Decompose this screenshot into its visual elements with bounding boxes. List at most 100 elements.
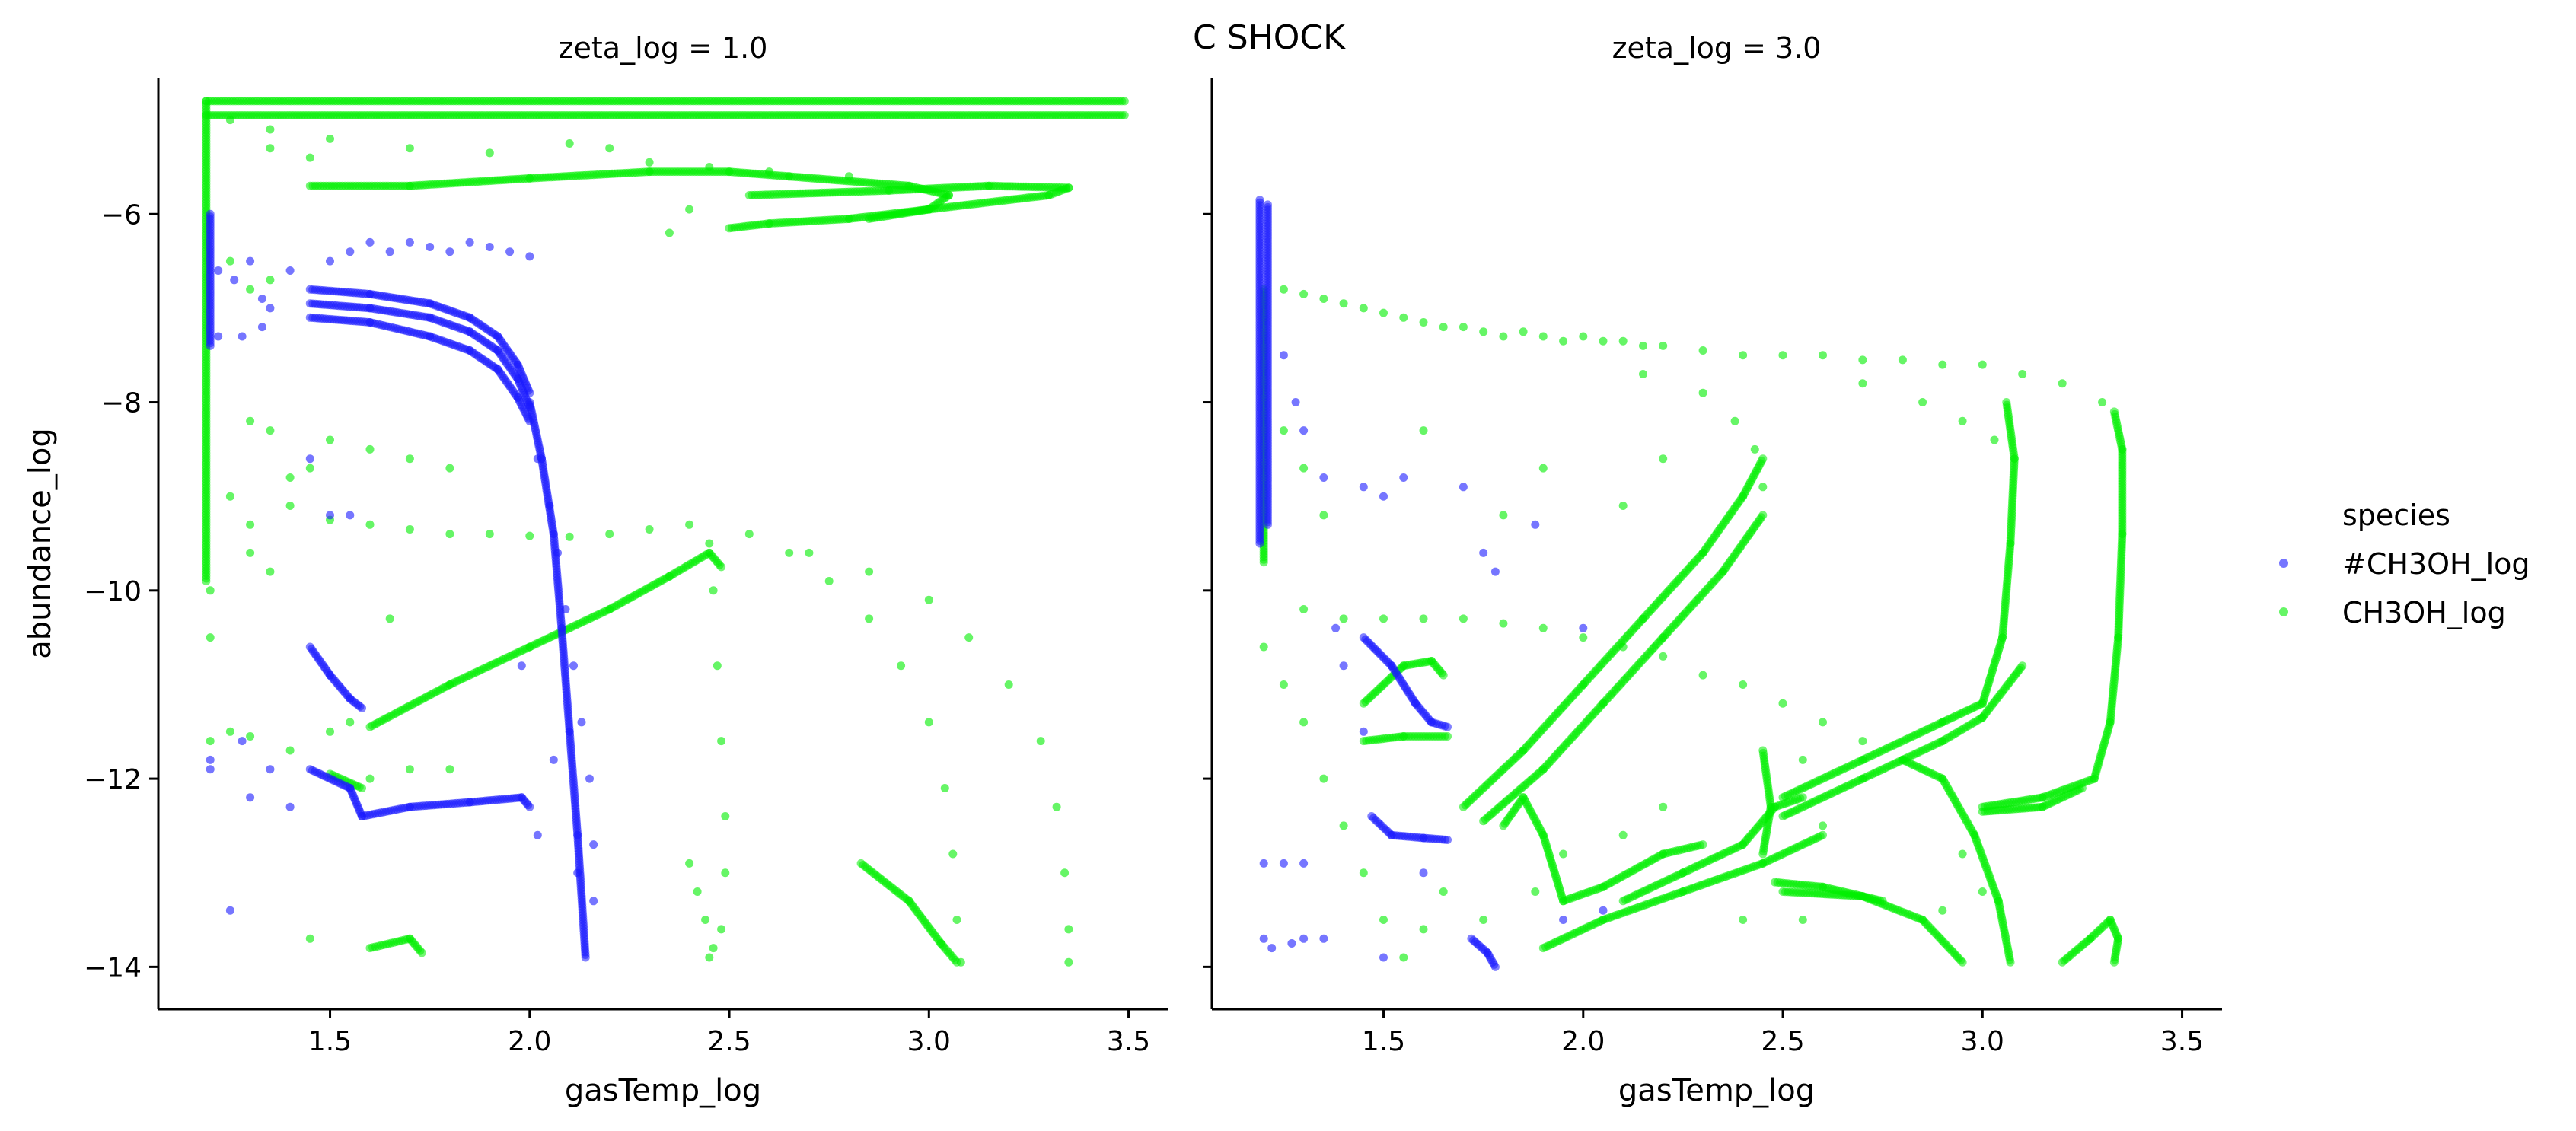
y-ticks-right: [1203, 212, 1212, 968]
data-point: [266, 144, 275, 153]
data-point: [206, 586, 215, 595]
y-tick-label: −14: [84, 952, 142, 983]
data-point: [589, 897, 598, 906]
data-point: [1739, 916, 1748, 924]
data-point: [1299, 859, 1309, 868]
data-point: [1399, 473, 1408, 482]
data-point: [1531, 520, 1540, 529]
data-point: [1379, 916, 1388, 924]
data-point: [1778, 351, 1787, 360]
data-point: [1519, 327, 1528, 336]
plot-area-right: [1255, 196, 2127, 971]
data-point: [1439, 671, 1448, 680]
data-point: [358, 703, 366, 712]
data-point: [1559, 849, 1568, 859]
x-ticks-left: 1.5 2.0 2.5 3.0 3.5: [308, 1009, 1150, 1057]
data-point: [465, 237, 474, 247]
data-point: [1858, 737, 1867, 746]
data-point: [206, 765, 215, 774]
y-tick-label: −8: [101, 388, 142, 419]
data-point: [709, 944, 718, 953]
data-point: [1443, 836, 1452, 844]
data-point: [346, 718, 355, 727]
data-point: [533, 454, 542, 464]
data-point: [1538, 623, 1548, 632]
data-point: [1279, 426, 1288, 435]
data-point: [1778, 699, 1787, 708]
data-point: [525, 802, 534, 811]
x-tick-label: 1.5: [1362, 1026, 1405, 1057]
data-point: [1339, 299, 1348, 308]
data-point: [549, 755, 558, 764]
data-point: [405, 144, 414, 153]
data-point: [705, 953, 714, 962]
legend-label-ch3oh-gas: CH3OH_log: [2342, 596, 2506, 629]
data-point: [701, 916, 710, 924]
data-point: [1758, 454, 1768, 464]
data-point: [1618, 642, 1628, 652]
panel-title-left: zeta_log = 1.0: [559, 31, 768, 65]
data-point: [1331, 623, 1341, 632]
series-ch3oh-gas: [202, 97, 1129, 967]
data-point: [1259, 934, 1268, 943]
data-point: [1319, 473, 1328, 482]
data-point: [645, 525, 654, 534]
data-point: [1004, 680, 1013, 689]
data-point: [1798, 916, 1807, 924]
data-point: [485, 243, 494, 251]
data-point: [1698, 388, 1707, 397]
data-point: [1379, 953, 1388, 962]
data-point: [2109, 957, 2119, 967]
data-point: [346, 247, 355, 256]
data-point: [605, 144, 614, 153]
data-point: [225, 492, 234, 501]
data-point: [1399, 953, 1408, 962]
data-point: [285, 502, 295, 510]
data-point: [1279, 859, 1288, 868]
data-point: [713, 661, 722, 671]
panel-title-right: zeta_log = 3.0: [1612, 31, 1822, 65]
data-point: [305, 464, 314, 473]
data-point: [1299, 605, 1309, 613]
data-point: [266, 125, 275, 134]
data-point: [865, 215, 874, 223]
data-point: [1439, 887, 1448, 896]
data-point: [1299, 934, 1309, 943]
data-point: [405, 525, 414, 534]
x-tick-label: 3.0: [1961, 1026, 2004, 1057]
data-point: [1499, 511, 1508, 520]
data-point: [1559, 916, 1568, 924]
data-point: [1319, 774, 1328, 783]
data-point: [1419, 925, 1428, 934]
data-point: [1938, 360, 1947, 369]
data-point: [305, 934, 314, 943]
data-point: [266, 426, 275, 435]
data-point: [246, 793, 255, 802]
data-point: [1659, 454, 1668, 464]
legend-marker-ch3oh-gas: [2279, 607, 2288, 616]
data-point: [1758, 483, 1768, 492]
x-ticks-right: 1.5 2.0 2.5 3.0 3.5: [1362, 1009, 2204, 1057]
x-tick-label: 2.0: [1561, 1026, 1605, 1057]
data-point: [426, 243, 435, 251]
data-point: [561, 605, 570, 613]
data-point: [1938, 906, 1947, 915]
data-point: [1359, 483, 1368, 492]
legend-item-ch3oh-ice: #CH3OH_log: [2279, 547, 2530, 581]
data-point: [225, 727, 234, 736]
data-point: [1419, 868, 1428, 878]
data-point: [206, 633, 215, 642]
data-point: [1958, 849, 1967, 859]
data-point: [246, 256, 255, 266]
data-point: [214, 266, 223, 275]
data-point: [865, 567, 874, 576]
x-axis-label-left: gasTemp_log: [565, 1073, 761, 1108]
data-point: [285, 802, 295, 811]
data-point: [1379, 492, 1388, 501]
plot-area-left: [202, 97, 1129, 967]
data-point: [705, 163, 714, 171]
data-point: [1499, 619, 1508, 628]
data-point: [1659, 341, 1668, 350]
x-tick-label: 2.5: [1761, 1026, 1804, 1057]
